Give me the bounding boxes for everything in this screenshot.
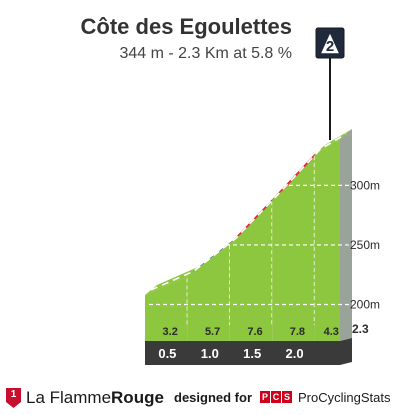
km-tick-label: 1.0 (201, 346, 219, 361)
mountain-category-icon (318, 30, 342, 55)
altitude-tick-label: 300m (350, 178, 380, 192)
profile-segment-panel (272, 153, 315, 341)
profile-segment-panel (229, 199, 273, 341)
gradient-label: 3.2 (163, 326, 178, 338)
km-tick-label: 0.5 (158, 346, 176, 361)
flame-flag-icon: 1 (6, 388, 21, 408)
brand-name-light: La Flamme (26, 388, 112, 407)
category-badge: 2 (315, 27, 345, 140)
profile-segment-panel (145, 276, 188, 341)
altitude-tick-label: 200m (350, 297, 380, 311)
profile-segment-panel (314, 139, 340, 341)
profile-side-wall (340, 129, 352, 341)
gradient-label: 4.3 (324, 326, 339, 338)
pcs-letter-c: C (271, 391, 281, 403)
altitude-tick-label: 250m (350, 238, 380, 252)
climb-subtitle: 344 m - 2.3 Km at 5.8 % (119, 45, 292, 62)
climb-profile-chart: 2 3.2 5.7 7.6 7.8 4.3 200m 250m 300m 0.5 1.0 1.5 2.… (145, 27, 380, 365)
gradient-label: 5.7 (205, 326, 220, 338)
brand-name: La FlammeRouge (26, 388, 164, 408)
pcs-logo[interactable]: P C S (260, 391, 292, 403)
profile-segment-band (314, 129, 352, 154)
pcs-letter-s: S (282, 391, 292, 403)
procyclingstats-link[interactable]: ProCyclingStats (298, 390, 391, 405)
km-axis-strip (145, 338, 352, 365)
pcs-letter-p: P (260, 391, 270, 403)
footer: 1 La FlammeRouge designed for P C S ProC… (0, 386, 405, 415)
gradient-label: 7.6 (247, 326, 262, 338)
category-number: 2 (326, 38, 334, 55)
brand-name-bold: Rouge (111, 388, 164, 407)
profile-centre-line (150, 133, 347, 291)
la-flamme-rouge-logo[interactable]: 1 La FlammeRouge (6, 388, 164, 408)
climb-title: Côte des Egoulettes (80, 14, 292, 39)
km-tick-label: 2.3 (352, 322, 369, 336)
gradient-label: 7.8 (290, 326, 305, 338)
profile-segment-panel (187, 243, 230, 341)
designed-for-label: designed for (174, 390, 253, 405)
km-tick-label: 2.0 (286, 346, 304, 361)
profile-segment-band (145, 266, 200, 295)
km-tick-label: 1.5 (243, 346, 261, 361)
